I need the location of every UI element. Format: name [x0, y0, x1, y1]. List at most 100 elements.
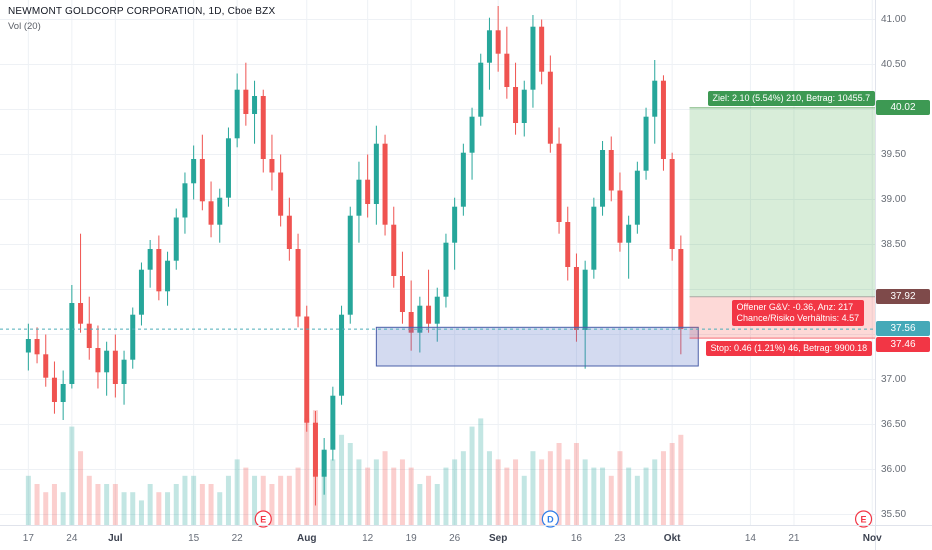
volume-bar — [573, 443, 579, 525]
volume-bar — [652, 459, 658, 525]
candle — [95, 325, 101, 389]
support-zone-rectangle[interactable] — [375, 326, 699, 367]
candle — [78, 233, 84, 333]
candle — [138, 262, 144, 326]
candle — [243, 62, 249, 126]
volume-bar — [104, 484, 110, 525]
candle — [34, 327, 40, 364]
volume-bar — [643, 467, 649, 525]
candle — [591, 197, 597, 279]
candle — [234, 73, 240, 148]
candle — [312, 411, 318, 506]
volume-bar — [208, 484, 214, 525]
candle — [330, 386, 336, 461]
candle — [660, 75, 666, 171]
volume-bar — [530, 451, 536, 525]
symbol-title[interactable]: NEWMONT GOLDCORP CORPORATION, 1D, Cboe B… — [8, 6, 276, 17]
candle — [69, 285, 75, 389]
candle — [417, 296, 423, 353]
candle — [217, 188, 223, 243]
volume-bar — [660, 451, 666, 525]
volume-bar — [626, 467, 632, 525]
candle — [582, 260, 588, 369]
dividends-marker[interactable]: D — [541, 510, 559, 528]
volume-bar — [165, 492, 171, 525]
volume-bar — [86, 475, 92, 525]
candle — [295, 233, 301, 328]
candle — [513, 62, 519, 135]
candle — [278, 154, 284, 227]
volume-bar — [460, 451, 466, 525]
volume-bar — [130, 492, 136, 525]
earnings-marker[interactable]: E — [254, 510, 272, 528]
candle — [173, 208, 179, 270]
candle — [556, 127, 562, 234]
position-profit-zone[interactable] — [689, 107, 875, 297]
volume-bar — [582, 459, 588, 525]
volume-bar — [486, 451, 492, 525]
candle — [199, 134, 205, 211]
volume-bar — [504, 467, 510, 525]
volume-bar — [112, 484, 118, 525]
candle — [434, 287, 440, 342]
candle — [51, 361, 57, 414]
volume-bar — [634, 475, 640, 525]
volume-bar — [600, 467, 606, 525]
volume-bar — [138, 500, 144, 525]
candle — [182, 172, 188, 234]
candle — [373, 125, 379, 225]
volume-bar — [278, 475, 284, 525]
candle — [478, 53, 484, 126]
candle — [617, 172, 623, 252]
candle — [25, 323, 31, 371]
candle — [86, 296, 92, 360]
volume-bar — [443, 467, 449, 525]
candle — [130, 307, 136, 369]
volume-bar — [330, 459, 336, 525]
volume-bar — [260, 475, 266, 525]
candle — [286, 197, 292, 261]
grid — [0, 0, 875, 525]
volume-bar — [565, 459, 571, 525]
candle — [156, 235, 162, 301]
volume-bar — [513, 459, 519, 525]
volume-bar — [60, 492, 66, 525]
volume-bar — [408, 467, 414, 525]
volume-bar — [591, 467, 597, 525]
volume-bar — [156, 492, 162, 525]
candles — [25, 6, 684, 506]
candle — [652, 60, 658, 144]
candle — [252, 80, 258, 144]
volume-bar — [147, 484, 153, 525]
dividends-marker-letter: D — [547, 515, 554, 525]
volume-bar — [556, 443, 562, 525]
volume-bar — [495, 459, 501, 525]
volume-bar — [469, 426, 475, 525]
volume-bar — [225, 475, 231, 525]
volume-bar — [382, 451, 388, 525]
volume-bar — [34, 484, 40, 525]
volume-bar — [199, 484, 205, 525]
candle — [426, 269, 432, 333]
candle — [495, 6, 501, 72]
chart-legend: NEWMONT GOLDCORP CORPORATION, 1D, Cboe B… — [8, 6, 275, 32]
volume-bar — [269, 484, 275, 525]
volume-bar — [365, 467, 371, 525]
volume-indicator-label[interactable]: Vol (20) — [8, 21, 41, 32]
volume-bar — [304, 418, 310, 525]
volume-bar — [243, 467, 249, 525]
volume-bar — [191, 475, 197, 525]
open-pnl-line: Offener G&V: -0.36, Anz: 217 — [736, 301, 854, 312]
candle — [191, 145, 197, 200]
candle — [365, 154, 371, 218]
candle — [460, 143, 466, 216]
candle — [304, 305, 310, 432]
earnings-marker[interactable]: E — [854, 510, 873, 528]
volume-bar — [391, 467, 397, 525]
earnings-marker-letter: E — [861, 515, 867, 525]
volume-bar — [217, 492, 223, 525]
candle — [208, 181, 214, 238]
volume-bar — [434, 484, 440, 525]
